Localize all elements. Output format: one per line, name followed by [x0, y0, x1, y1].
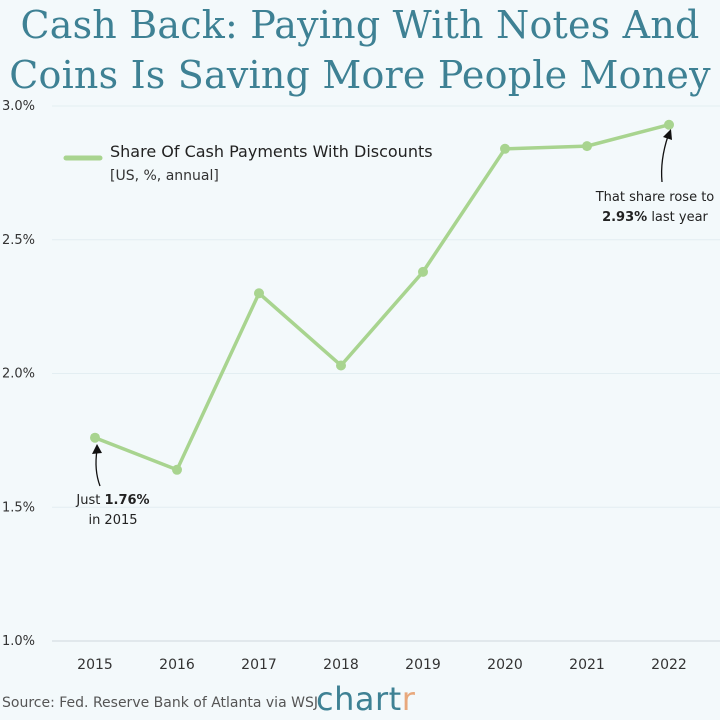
annotation-2015-value: 1.76%: [104, 493, 149, 508]
data-point: [500, 143, 510, 154]
x-tick-label: 2018: [323, 657, 359, 673]
legend: Share Of Cash Payments With Discounts [U…: [63, 142, 433, 184]
series-share-of-cash-payments: [90, 119, 674, 475]
chart-title-line-1: Cash Back: Paying With Notes And: [20, 3, 700, 47]
data-point: [90, 432, 100, 443]
brand-logo: chartr: [316, 680, 415, 718]
annotation-2015-arrow: [95, 449, 101, 487]
annotation-2015: Just 1.76% in 2015: [75, 444, 150, 528]
legend-sublabel: [US, %, annual]: [110, 168, 219, 184]
chart-title: Cash Back: Paying With Notes And Coins I…: [0, 0, 720, 100]
chart-title-line-2: Coins Is Saving More People Money: [9, 53, 711, 97]
y-tick-label: 1.0%: [2, 634, 35, 649]
data-point: [418, 266, 428, 277]
brand-logo-main: chart: [316, 680, 402, 718]
annotation-2022: That share rose to 2.93% last year: [595, 129, 715, 225]
x-tick-label: 2021: [569, 657, 605, 673]
x-tick-label: 2015: [77, 657, 113, 673]
x-tick-label: 2022: [651, 657, 687, 673]
source-note: Source: Fed. Reserve Bank of Atlanta via…: [2, 695, 318, 711]
data-point: [254, 288, 264, 299]
x-tick-label: 2016: [159, 657, 195, 673]
x-tick-label: 2019: [405, 657, 441, 673]
y-tick-label: 3.0%: [2, 99, 35, 114]
annotation-2022-suffix: last year: [647, 210, 708, 225]
annotation-2015-line-2: in 2015: [88, 513, 137, 528]
annotation-2022-line-2: 2.93% last year: [602, 210, 708, 225]
data-point: [664, 119, 674, 130]
x-tick-label: 2020: [487, 657, 523, 673]
annotation-2022-arrow: [660, 135, 669, 183]
data-point: [172, 464, 182, 475]
y-tick-label: 2.5%: [2, 233, 35, 248]
x-tick-label: 2017: [241, 657, 277, 673]
annotation-2015-line-1: Just 1.76%: [75, 493, 149, 508]
brand-logo-accent: r: [401, 680, 416, 718]
annotation-2015-prefix: Just: [75, 493, 104, 508]
x-axis-ticks: 2015 2016 2017 2018 2019 2020 2021 2022: [77, 657, 687, 673]
y-tick-label: 2.0%: [2, 367, 35, 382]
y-tick-label: 1.5%: [2, 500, 35, 515]
data-point: [336, 360, 346, 371]
series-line: [93, 122, 671, 472]
legend-label: Share Of Cash Payments With Discounts: [110, 142, 433, 161]
y-axis-ticks: 1.0% 1.5% 2.0% 2.5% 3.0%: [2, 99, 35, 649]
annotation-2022-value: 2.93%: [602, 210, 647, 225]
annotation-2022-line-1: That share rose to: [595, 190, 715, 205]
data-point: [582, 141, 592, 152]
annotation-2022-arrowhead: [663, 129, 672, 140]
annotation-2015-arrowhead: [92, 444, 102, 454]
grid-lines: [52, 105, 720, 642]
